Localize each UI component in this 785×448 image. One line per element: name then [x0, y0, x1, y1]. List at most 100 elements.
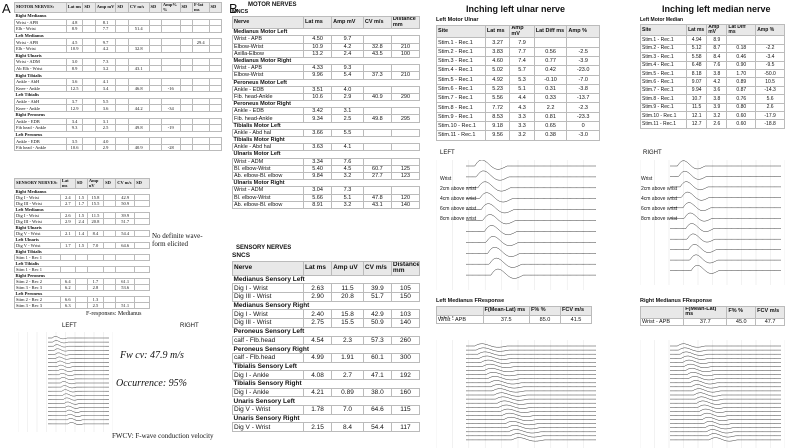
cell	[191, 18, 210, 27]
side-label: RIGHT	[643, 150, 662, 156]
data-row: Wrist - APB 37.5 85.0 41.5	[436, 315, 592, 324]
waveform	[48, 409, 109, 413]
cell: 9.34	[303, 114, 333, 123]
cell: 40.9	[362, 92, 392, 102]
cell: 5.58	[686, 52, 708, 62]
cell	[179, 143, 193, 152]
waveform	[466, 203, 596, 214]
cell: 295	[390, 114, 421, 123]
waveform	[670, 202, 781, 211]
table: Site Lat ms Amp mV Lat Diff ms Amp % Stim.1 -…	[436, 25, 600, 141]
data-row: Ankle - EDB 3.4 3.1	[14, 117, 222, 126]
header-row: Nerve Lat ms Amp mV CV m/s Distance mm	[231, 16, 421, 30]
cell	[160, 25, 181, 33]
waveform	[466, 404, 596, 409]
cell: 32.8	[127, 44, 150, 53]
waveform	[670, 347, 781, 352]
cell: 43.5	[362, 49, 392, 58]
header-cell: FCV m/s	[560, 305, 592, 317]
cell: Stim.1 - Rec.1	[436, 37, 486, 48]
cell: 2.5	[331, 114, 364, 123]
cell: 3.6	[706, 85, 728, 96]
cell	[179, 124, 193, 132]
cell: 7.0	[331, 405, 364, 415]
trace-label: 6cm above wrist	[440, 206, 477, 212]
cell: 4.8	[65, 18, 84, 27]
data-row: Knee - Ankle 12.9 3.6 44.2 -34	[14, 104, 222, 112]
cell	[115, 143, 129, 152]
cell: Peroneus Motor Right	[232, 100, 420, 109]
cell: 8.4	[331, 422, 364, 433]
data-row: Stim.8 - Rec.1 7.72 4.3 2.2 -2.3	[436, 102, 600, 113]
waveform	[48, 401, 109, 405]
section-title: Inching left median nerve	[662, 4, 771, 14]
cell: 51.7	[362, 292, 392, 302]
data-row: Fib. head-Ankle 9.34 2.5 49.8 295	[231, 114, 421, 123]
data-row: Stim.6 - Rec.1 9.07 4.2 0.89 10.5	[639, 77, 785, 87]
cell	[208, 137, 222, 145]
group-row: Left Medianus	[14, 31, 222, 40]
data-row: Axilla-Elbow 13.2 2.4 43.5 100	[231, 49, 421, 58]
cell	[390, 85, 421, 94]
header-cell: Lat Diff ms	[726, 24, 757, 37]
header-cell: SD	[74, 178, 88, 189]
cell: 0.87	[726, 85, 757, 96]
cell: 0.89	[331, 387, 364, 398]
data-row: Dig I - Wrist 2.63 11.5 39.9 105	[231, 283, 421, 294]
cell: 0.77	[533, 55, 568, 67]
header-cell: F(Mean-Lat) ms	[482, 305, 530, 317]
cell: 4.08	[303, 370, 333, 380]
cell	[208, 38, 222, 46]
waveform	[670, 170, 781, 180]
cell: 7.7	[94, 25, 117, 33]
data-row: Wrist - ADM 3.04 7.3	[231, 186, 421, 195]
caption: F-responses: Medianus	[86, 311, 142, 317]
data-row: Stim.1 - Rec.1 4.94 8.9	[639, 35, 785, 45]
data-row: Stim.9 - Rec.1 11.5 3.9 0.80 2.6	[639, 102, 785, 112]
waveform	[670, 181, 781, 191]
cell: 1.91	[331, 352, 364, 363]
cell	[148, 38, 162, 46]
cell: 2.40	[303, 309, 333, 320]
cell: Elb - Wrist	[14, 25, 67, 33]
cell: Dig I - Wrist	[231, 283, 305, 294]
cell: 3.2	[509, 130, 535, 141]
waveform	[48, 352, 109, 356]
cell	[191, 124, 210, 132]
header-cell: Amp %	[755, 24, 785, 37]
data-row: Elb - Wrist 10.9 4.2 32.8	[14, 44, 222, 53]
waveform	[670, 408, 781, 413]
header-cell: Distance mm	[390, 16, 421, 30]
cell: 2.7	[331, 370, 364, 380]
cell	[208, 18, 222, 27]
waveform	[670, 191, 781, 201]
waveform	[670, 380, 781, 385]
group-row: Right Tibialis	[14, 71, 222, 79]
data-row: Ankle - AbH 3.6 4.1	[14, 77, 222, 86]
panel-label: A	[2, 1, 11, 16]
cell: 8.9	[65, 25, 84, 33]
waveform	[48, 364, 109, 368]
cell: 64.6	[362, 405, 392, 415]
cell: 4.99	[303, 352, 333, 363]
cell: Bl. elbow-Wrist	[231, 164, 305, 173]
cell: 160	[390, 387, 421, 398]
cell	[179, 104, 193, 112]
header-cell: Amp% %	[160, 2, 181, 13]
waveform	[466, 363, 596, 368]
group-row: Left Tibialis	[14, 91, 222, 99]
cell: 3.34	[303, 157, 333, 166]
header-cell: SD	[82, 2, 96, 13]
data-row: Wrist - APB 4.33 9.3	[231, 64, 421, 73]
cell: 120	[390, 193, 421, 202]
waveform	[670, 384, 781, 389]
data-row: Stim 3 - Rec 3 6.3 2.5 51.1	[14, 302, 150, 309]
cell: 7.3	[331, 186, 364, 195]
cell: Dig I - Ankle	[231, 370, 305, 380]
cell: -16	[160, 84, 181, 93]
cell	[82, 137, 96, 145]
cell: 9.94	[686, 85, 708, 96]
cell	[191, 143, 210, 152]
cell	[208, 117, 222, 126]
